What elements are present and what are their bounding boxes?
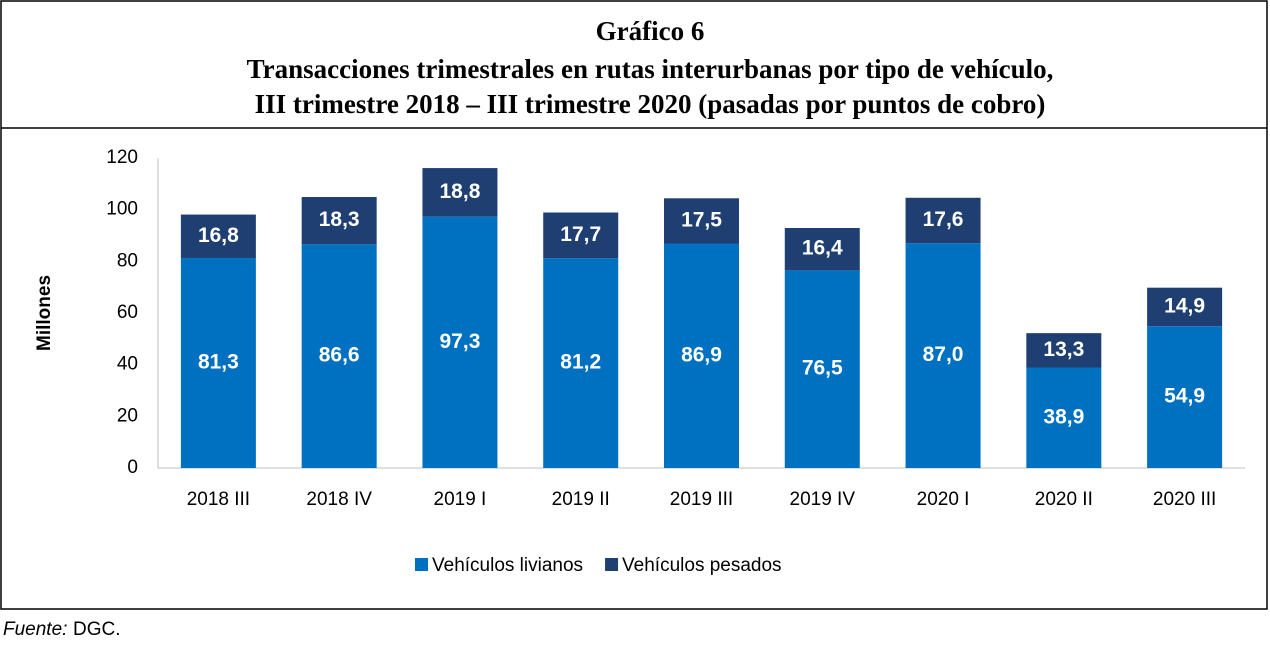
data-label: 54,9 (1164, 385, 1205, 408)
data-label: 17,5 (681, 208, 722, 231)
data-label: 13,3 (1043, 338, 1084, 361)
bar-segment (180, 257, 256, 468)
bar-segment (1026, 333, 1102, 368)
x-tick-label: 2020 III (1153, 489, 1216, 510)
data-label: 86,6 (319, 344, 360, 367)
y-tick-label: 60 (117, 302, 138, 323)
bar-segment (543, 212, 619, 259)
chart-title: III trimestre 2018 – III trimestre 2020 … (255, 89, 1046, 119)
y-tick-label: 20 (117, 405, 138, 426)
data-label: 17,6 (923, 208, 964, 231)
legend-label: Vehículos livianos (432, 555, 583, 576)
y-tick-label: 0 (127, 457, 138, 478)
bar-segment (1147, 326, 1223, 468)
x-tick-label: 2020 II (1035, 489, 1093, 510)
x-tick-label: 2019 IV (790, 489, 856, 510)
x-tick-label: 2018 IV (306, 489, 372, 510)
source: DGC. (73, 619, 121, 640)
y-axis-label: Millones (34, 275, 55, 351)
data-label: 16,8 (198, 224, 239, 247)
bar-segment (1147, 287, 1223, 327)
data-label: 81,2 (560, 351, 601, 374)
data-label: 17,7 (560, 223, 601, 246)
y-tick-label: 80 (117, 250, 138, 271)
data-label: 38,9 (1043, 405, 1084, 428)
data-label: 97,3 (440, 330, 481, 353)
legend-label: Vehículos pesados (622, 555, 782, 576)
x-tick-label: 2020 I (917, 489, 970, 510)
bar-segment (422, 168, 498, 217)
data-label: 86,9 (681, 343, 722, 366)
data-label: 18,3 (319, 208, 360, 231)
data-label: 16,4 (802, 237, 843, 260)
bar-segment (664, 198, 739, 244)
legend-swatch (415, 558, 428, 571)
bar-segment (784, 228, 860, 271)
bar-segment (422, 216, 498, 468)
y-tick-label: 100 (106, 199, 138, 220)
bar-segment (664, 243, 739, 468)
data-label: 18,8 (440, 180, 481, 203)
y-tick-label: 120 (106, 147, 138, 168)
bar-segment (1026, 367, 1102, 468)
frame (0, 0, 1268, 610)
bar-segment (784, 270, 860, 468)
x-tick-label: 2018 III (187, 489, 250, 510)
data-label: 76,5 (802, 357, 843, 380)
source-label: Fuente: (3, 619, 67, 640)
data-label: 14,9 (1164, 294, 1205, 317)
bar-segment (905, 243, 981, 468)
data-label: 87,0 (923, 343, 964, 366)
bar-segment (543, 258, 619, 468)
x-tick-label: 2019 III (670, 489, 733, 510)
x-tick-label: 2019 I (434, 489, 487, 510)
chart-title: Gráfico 6 (596, 16, 705, 46)
y-tick-label: 40 (117, 354, 138, 375)
bar-segment (301, 197, 377, 245)
data-label: 81,3 (198, 351, 239, 374)
legend-swatch (605, 558, 619, 571)
bar-segment (905, 197, 981, 244)
x-tick-label: 2019 II (552, 489, 610, 510)
chart-title: Transacciones trimestrales en rutas inte… (247, 54, 1054, 84)
bar-segment (180, 214, 256, 258)
bar-segment (301, 244, 377, 468)
